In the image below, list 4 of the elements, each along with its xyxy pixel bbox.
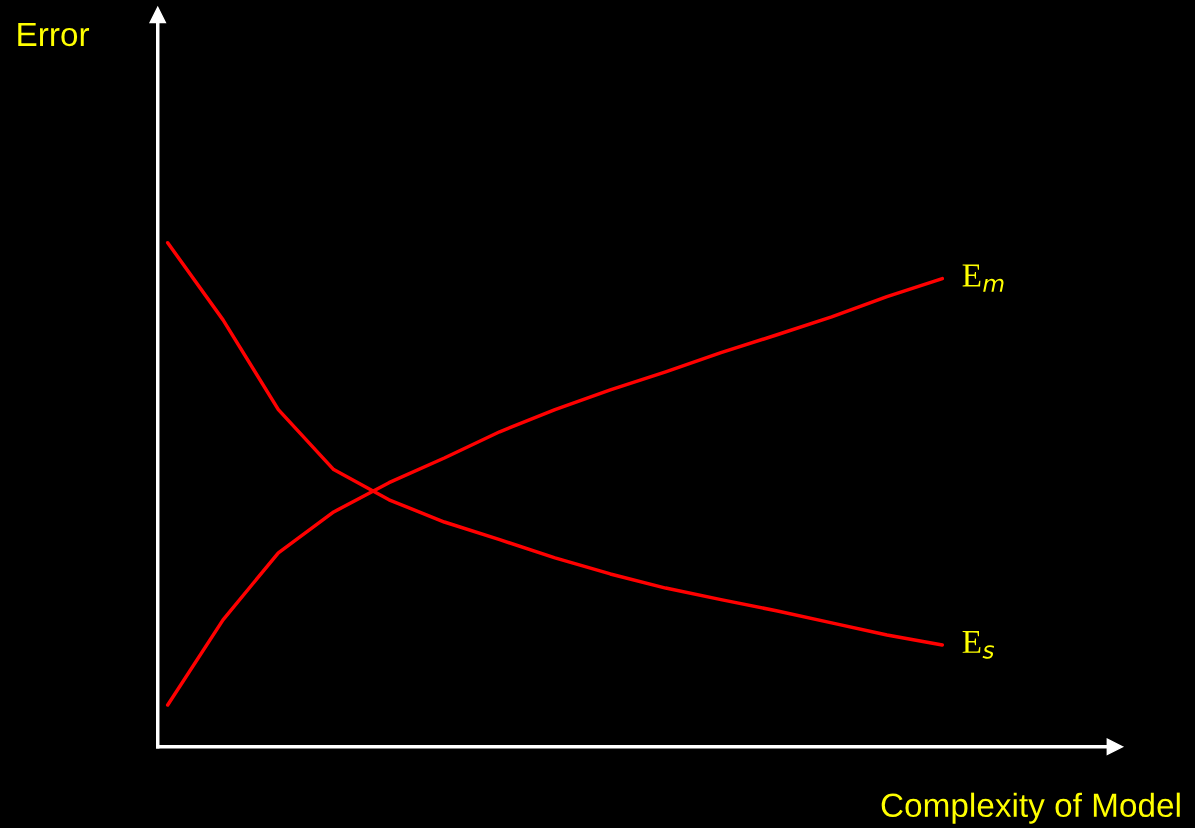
series-label: E$_{m}$	[962, 264, 1004, 292]
series-label: E$_{s}$	[962, 631, 995, 659]
x-axis-title: Complexity of Model	[881, 792, 1180, 824]
text: Error	[18, 22, 90, 47]
